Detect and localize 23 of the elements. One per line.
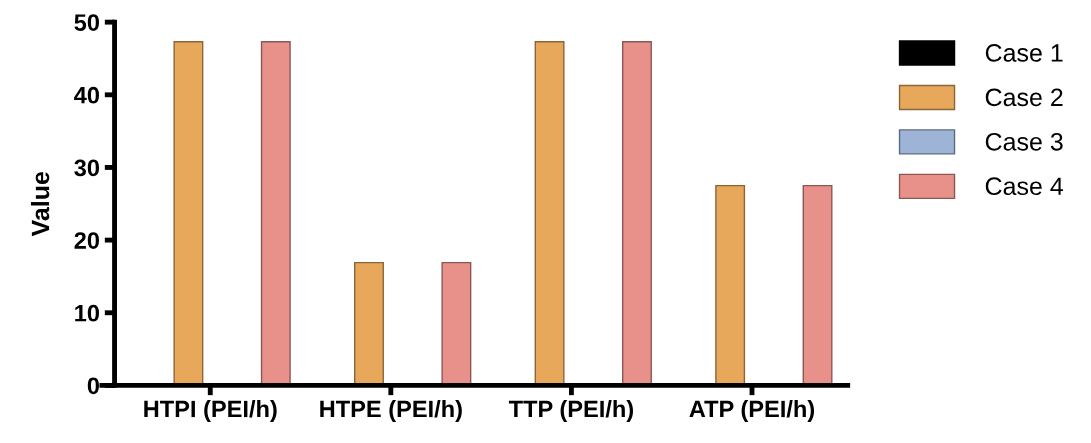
x-tick-label: HTPI (PEI/h) <box>144 399 277 422</box>
legend-label: Case 2 <box>985 88 1063 107</box>
bar <box>622 41 652 386</box>
y-tick-label: 10 <box>75 304 100 322</box>
legend-label: Case 4 <box>985 177 1064 196</box>
bar <box>534 41 565 386</box>
legend-label: Case 3 <box>985 132 1063 151</box>
y-tick-label: 50 <box>74 14 100 31</box>
legend-label: Case 1 <box>985 44 1063 62</box>
bar <box>441 261 472 386</box>
bar <box>354 261 384 386</box>
bar <box>173 41 204 386</box>
x-tick-label: TTP (PEI/h) <box>508 399 633 422</box>
x-tick-label: HTPE (PEI/h) <box>320 399 462 422</box>
y-tick-label: 20 <box>74 232 100 249</box>
x-tick-label: ATP (PEI/h) <box>689 399 815 422</box>
y-tick-label: 30 <box>74 159 100 177</box>
bar <box>802 184 833 386</box>
bar <box>260 41 291 386</box>
y-tick-label: 0 <box>87 377 100 395</box>
bar <box>715 184 746 386</box>
y-tick-label: 40 <box>74 86 100 104</box>
y-axis-title: Value <box>30 171 50 237</box>
